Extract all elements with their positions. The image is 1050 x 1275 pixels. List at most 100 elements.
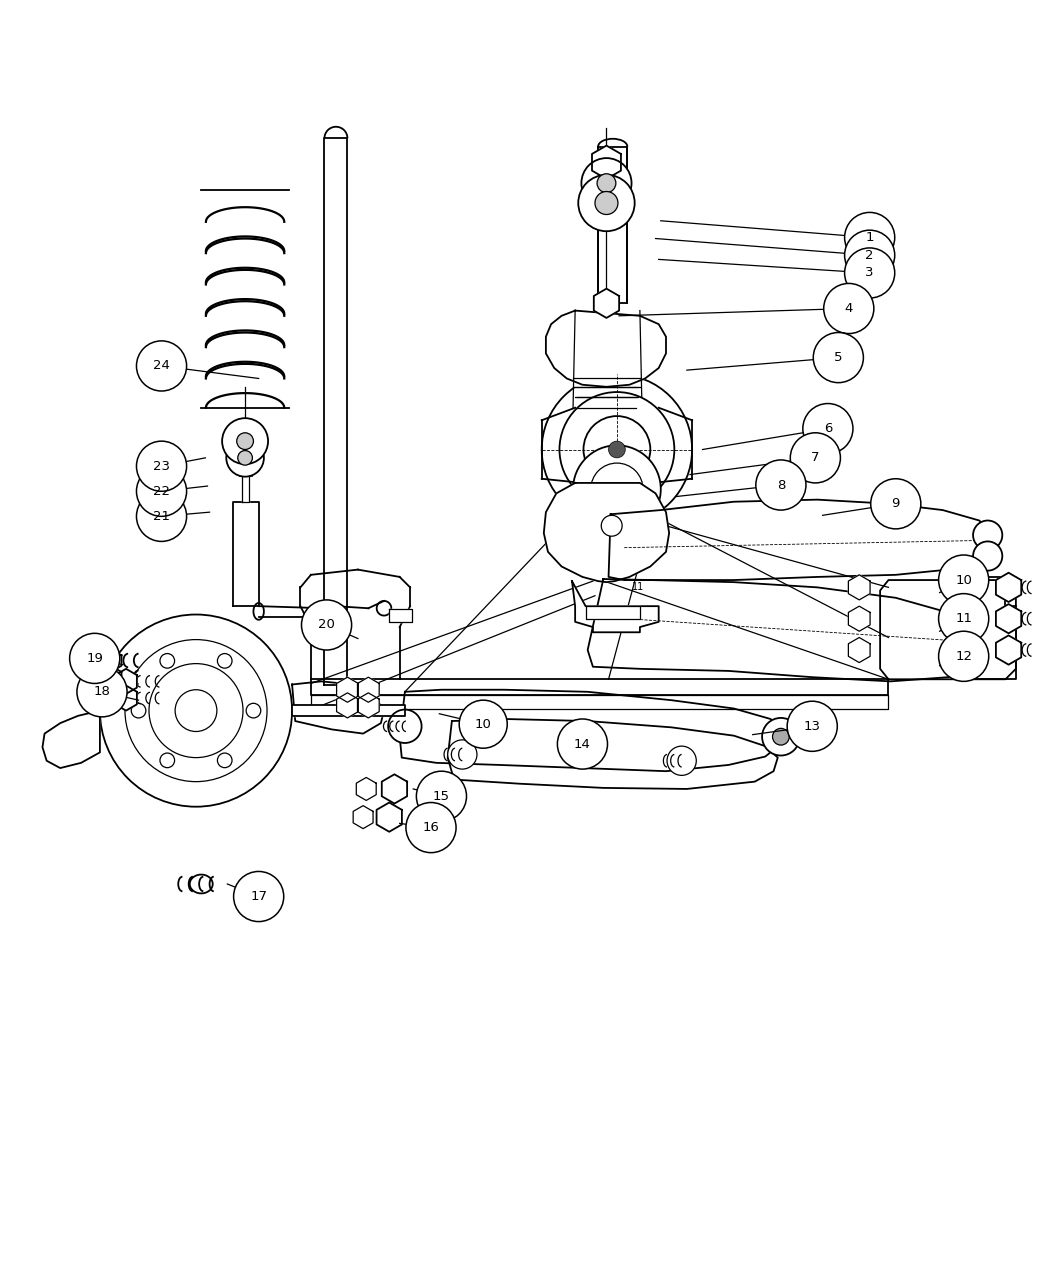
Circle shape	[447, 740, 477, 769]
Circle shape	[579, 175, 634, 231]
Polygon shape	[544, 483, 669, 583]
Circle shape	[609, 441, 625, 458]
Circle shape	[69, 634, 120, 683]
Text: 4: 4	[844, 302, 853, 315]
Polygon shape	[995, 572, 1022, 602]
Polygon shape	[546, 311, 666, 386]
Circle shape	[939, 631, 989, 681]
Polygon shape	[337, 677, 358, 703]
Text: 2: 2	[865, 249, 874, 261]
Polygon shape	[572, 581, 658, 632]
Circle shape	[844, 231, 895, 280]
Polygon shape	[995, 635, 1022, 664]
Circle shape	[217, 754, 232, 768]
Circle shape	[175, 690, 217, 732]
Text: 19: 19	[86, 652, 103, 664]
Text: 11: 11	[632, 583, 644, 593]
Circle shape	[100, 615, 292, 807]
Polygon shape	[575, 386, 637, 398]
Circle shape	[844, 213, 895, 263]
Circle shape	[788, 701, 837, 751]
Circle shape	[136, 467, 187, 516]
Text: 10: 10	[475, 718, 491, 731]
Text: 16: 16	[422, 821, 440, 834]
Circle shape	[160, 654, 174, 668]
Circle shape	[602, 515, 623, 537]
Polygon shape	[390, 609, 413, 622]
Polygon shape	[592, 145, 621, 178]
Text: 6: 6	[823, 422, 832, 435]
Circle shape	[844, 247, 895, 298]
Circle shape	[667, 746, 696, 775]
Polygon shape	[400, 690, 784, 771]
Polygon shape	[578, 398, 635, 408]
Text: 7: 7	[811, 451, 820, 464]
Text: 22: 22	[153, 484, 170, 497]
Circle shape	[236, 432, 253, 450]
Polygon shape	[573, 379, 639, 386]
Polygon shape	[103, 667, 122, 687]
Polygon shape	[586, 606, 639, 618]
Circle shape	[870, 478, 921, 529]
Circle shape	[136, 340, 187, 391]
Polygon shape	[594, 288, 620, 317]
Polygon shape	[324, 138, 348, 685]
Circle shape	[973, 520, 1003, 550]
Text: 5: 5	[834, 351, 842, 365]
Polygon shape	[382, 774, 407, 803]
Circle shape	[459, 700, 507, 748]
Polygon shape	[848, 575, 870, 601]
Text: 15: 15	[433, 789, 450, 803]
Polygon shape	[232, 502, 258, 606]
Polygon shape	[292, 705, 405, 715]
Circle shape	[160, 754, 174, 768]
Polygon shape	[447, 719, 778, 789]
Text: 3: 3	[865, 266, 874, 279]
Text: 8: 8	[777, 478, 785, 491]
Circle shape	[246, 704, 260, 718]
Circle shape	[136, 441, 187, 491]
Text: 18: 18	[93, 685, 110, 699]
Circle shape	[125, 640, 267, 782]
Polygon shape	[337, 692, 358, 718]
Circle shape	[227, 439, 264, 477]
Circle shape	[591, 463, 643, 515]
Text: 9: 9	[891, 497, 900, 510]
Circle shape	[939, 594, 989, 644]
Text: 13: 13	[803, 720, 821, 733]
Circle shape	[773, 728, 790, 745]
Polygon shape	[880, 580, 1016, 680]
Text: 12: 12	[956, 650, 972, 663]
Circle shape	[560, 391, 674, 507]
Circle shape	[803, 404, 853, 454]
Circle shape	[233, 871, 284, 922]
Circle shape	[388, 710, 422, 743]
Circle shape	[584, 416, 650, 483]
Polygon shape	[848, 638, 870, 663]
Circle shape	[558, 719, 608, 769]
Polygon shape	[598, 147, 627, 303]
Circle shape	[301, 601, 352, 650]
Text: 21: 21	[153, 510, 170, 523]
Circle shape	[582, 158, 631, 208]
Polygon shape	[242, 462, 249, 502]
Circle shape	[136, 491, 187, 542]
Polygon shape	[311, 680, 888, 695]
Circle shape	[823, 283, 874, 334]
Polygon shape	[356, 778, 376, 801]
Text: 1: 1	[865, 231, 874, 244]
Circle shape	[131, 704, 146, 718]
Polygon shape	[103, 650, 122, 671]
Polygon shape	[588, 579, 990, 681]
Circle shape	[762, 718, 800, 756]
Circle shape	[973, 542, 1003, 571]
Circle shape	[542, 375, 692, 525]
Circle shape	[417, 771, 466, 821]
Text: 11: 11	[956, 612, 972, 625]
Polygon shape	[609, 500, 990, 580]
Circle shape	[791, 432, 840, 483]
Circle shape	[406, 802, 456, 853]
Circle shape	[814, 333, 863, 382]
Polygon shape	[42, 710, 100, 768]
Polygon shape	[116, 669, 136, 694]
